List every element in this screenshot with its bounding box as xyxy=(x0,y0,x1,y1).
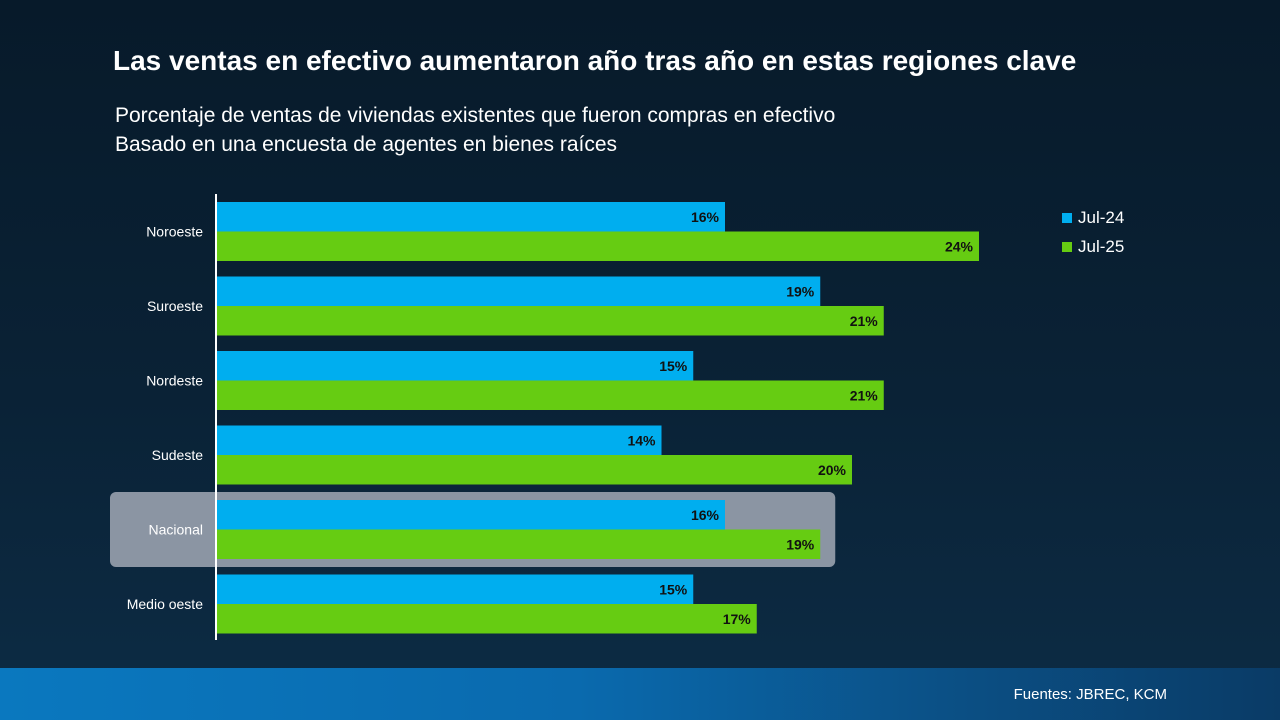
data-label: 16% xyxy=(691,209,720,225)
data-label: 15% xyxy=(659,581,688,597)
data-label: 17% xyxy=(723,611,752,627)
legend-swatch-series-1 xyxy=(1062,212,1072,223)
data-label: 19% xyxy=(786,536,815,552)
bar-medio-oeste-series-2 xyxy=(217,604,757,634)
data-label: 15% xyxy=(659,358,688,374)
bar-nordeste-series-2 xyxy=(217,380,884,410)
bar-sudeste-series-2 xyxy=(217,455,852,485)
subtitle-line-2: Basado en una encuesta de agentes en bie… xyxy=(115,133,618,156)
bar-nacional-series-2 xyxy=(217,529,821,559)
bar-suroeste-series-1 xyxy=(217,276,821,306)
page-title: Las ventas en efectivo aumentaron año tr… xyxy=(113,45,1077,76)
subtitle-line-1: Porcentaje de ventas de viviendas existe… xyxy=(115,104,836,127)
category-label: Suroeste xyxy=(147,298,203,314)
legend-item-series-2: Jul-25 xyxy=(1062,232,1124,261)
bar-sudeste-series-1 xyxy=(217,425,662,455)
data-label: 20% xyxy=(818,462,847,478)
data-label: 14% xyxy=(627,432,656,448)
chart-legend: Jul-24 Jul-25 xyxy=(1062,203,1124,261)
footer-band: Fuentes: JBREC, KCM xyxy=(0,668,1280,720)
bar-nacional-series-1 xyxy=(217,500,725,530)
category-label: Nacional xyxy=(149,522,203,538)
data-label: 24% xyxy=(945,238,974,254)
legend-label-series-1: Jul-24 xyxy=(1078,207,1125,227)
legend-swatch-series-2 xyxy=(1062,241,1072,252)
bar-noroeste-series-2 xyxy=(217,231,979,261)
data-label: 19% xyxy=(786,283,815,299)
source-note: Fuentes: JBREC, KCM xyxy=(1013,686,1167,703)
data-label: 21% xyxy=(850,313,879,329)
subtitle: Porcentaje de ventas de viviendas existe… xyxy=(115,101,835,159)
category-label: Medio oeste xyxy=(127,596,203,612)
legend-item-series-1: Jul-24 xyxy=(1062,203,1124,232)
legend-label-series-2: Jul-25 xyxy=(1078,236,1125,256)
bar-suroeste-series-2 xyxy=(217,306,884,336)
data-label: 16% xyxy=(691,507,720,523)
bar-medio-oeste-series-1 xyxy=(217,574,694,604)
category-label: Sudeste xyxy=(152,447,204,463)
data-label: 21% xyxy=(850,387,879,403)
category-label: Noroeste xyxy=(146,224,203,240)
bar-chart: 16% 24% Noroeste 19% 21% Suroeste 15% 21% Nordes… xyxy=(110,202,979,634)
bar-nordeste-series-1 xyxy=(217,351,694,381)
bar-noroeste-series-1 xyxy=(217,202,725,232)
category-label: Nordeste xyxy=(146,373,203,389)
